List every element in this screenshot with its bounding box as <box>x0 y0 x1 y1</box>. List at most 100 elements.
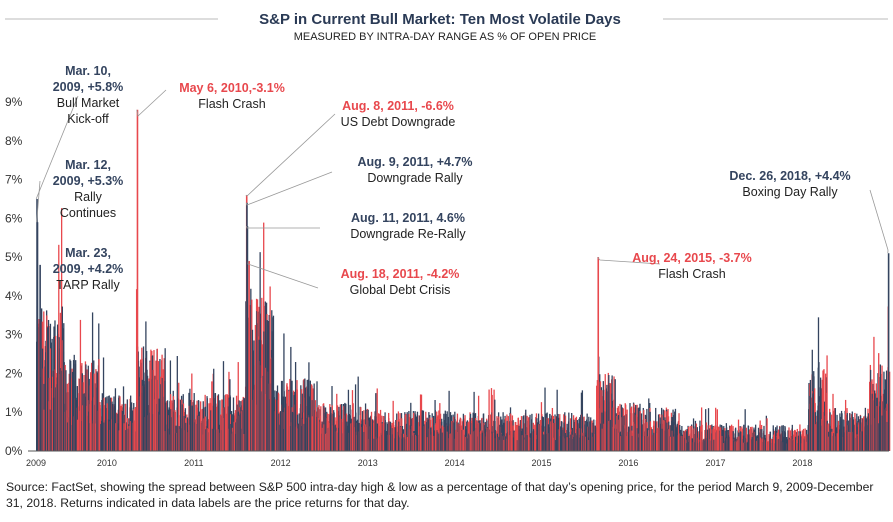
bar <box>218 424 220 451</box>
bar <box>245 301 247 451</box>
bar <box>863 430 865 451</box>
bar <box>779 434 782 451</box>
bar <box>630 407 632 451</box>
bar <box>288 391 290 451</box>
bar <box>816 410 818 451</box>
bar <box>451 427 454 451</box>
bar <box>521 435 524 451</box>
bar <box>616 407 619 451</box>
bar <box>338 437 340 451</box>
bar <box>211 428 214 451</box>
bar <box>571 427 574 451</box>
bar <box>491 394 493 451</box>
bar <box>114 388 117 451</box>
bar <box>273 397 275 451</box>
bar <box>663 420 665 451</box>
bar <box>237 362 239 451</box>
bar <box>536 427 539 451</box>
bar <box>108 395 110 451</box>
bar <box>350 423 352 451</box>
bar <box>476 423 479 451</box>
bar <box>198 415 200 451</box>
bar <box>828 436 830 451</box>
bar <box>360 407 362 451</box>
x-tick-label: 2013 <box>358 458 378 468</box>
bar <box>148 381 150 451</box>
bar <box>371 419 374 451</box>
bar <box>826 420 828 451</box>
bar <box>180 413 182 451</box>
bar <box>396 438 399 451</box>
bar <box>276 385 279 451</box>
bar <box>185 422 187 451</box>
bar <box>73 354 75 451</box>
bar <box>433 435 435 451</box>
bar <box>306 426 309 451</box>
bar <box>736 437 738 451</box>
bar <box>680 429 682 451</box>
bar <box>38 361 40 451</box>
bar <box>626 433 629 451</box>
bars-layer <box>36 109 891 451</box>
x-tick-label: 2015 <box>532 458 552 468</box>
bar <box>606 420 609 451</box>
bar <box>500 416 502 451</box>
bar <box>181 418 184 451</box>
bar <box>610 419 612 451</box>
bar <box>150 349 152 451</box>
bar <box>370 415 372 451</box>
bar <box>575 433 577 451</box>
highlight-bar <box>136 109 139 451</box>
bar <box>215 407 217 451</box>
bar <box>869 369 872 451</box>
bar <box>558 417 560 451</box>
bar <box>426 417 428 451</box>
bar <box>91 312 94 451</box>
bar <box>465 437 467 451</box>
bar <box>523 435 525 451</box>
bar <box>486 427 489 451</box>
bar <box>623 416 625 451</box>
bar <box>403 437 405 451</box>
bar <box>405 413 407 451</box>
bar <box>773 437 775 451</box>
bar <box>120 405 122 451</box>
bar <box>646 428 649 451</box>
bar <box>414 414 417 451</box>
bar <box>718 436 720 451</box>
bar <box>796 428 798 451</box>
bar <box>256 299 259 451</box>
bar <box>645 419 647 451</box>
bar <box>208 429 210 451</box>
bar <box>126 418 129 451</box>
bar <box>498 436 500 451</box>
bar <box>766 441 768 451</box>
bar <box>590 417 592 451</box>
bar <box>483 422 485 451</box>
bar <box>436 437 439 451</box>
bar <box>854 427 857 451</box>
bar <box>456 413 459 451</box>
y-tick-label: 7% <box>5 173 23 187</box>
bar <box>303 379 305 451</box>
highlight-bar <box>597 257 600 451</box>
bar <box>535 417 537 451</box>
bar <box>775 427 777 451</box>
bar <box>768 434 770 451</box>
bar <box>814 424 817 451</box>
bar <box>195 404 197 451</box>
bar <box>331 420 334 451</box>
bar <box>886 421 888 451</box>
bar <box>615 424 617 451</box>
bar <box>43 409 45 451</box>
bar <box>440 428 442 451</box>
annotation-leader <box>246 226 320 229</box>
annotation-description: Downgrade Rally <box>367 171 463 185</box>
bar <box>841 413 843 451</box>
bar <box>283 391 285 451</box>
x-tick-label: 2018 <box>792 458 812 468</box>
y-tick-label: 1% <box>5 405 23 419</box>
bar <box>320 406 322 451</box>
bar <box>368 417 370 451</box>
bar <box>66 383 68 451</box>
